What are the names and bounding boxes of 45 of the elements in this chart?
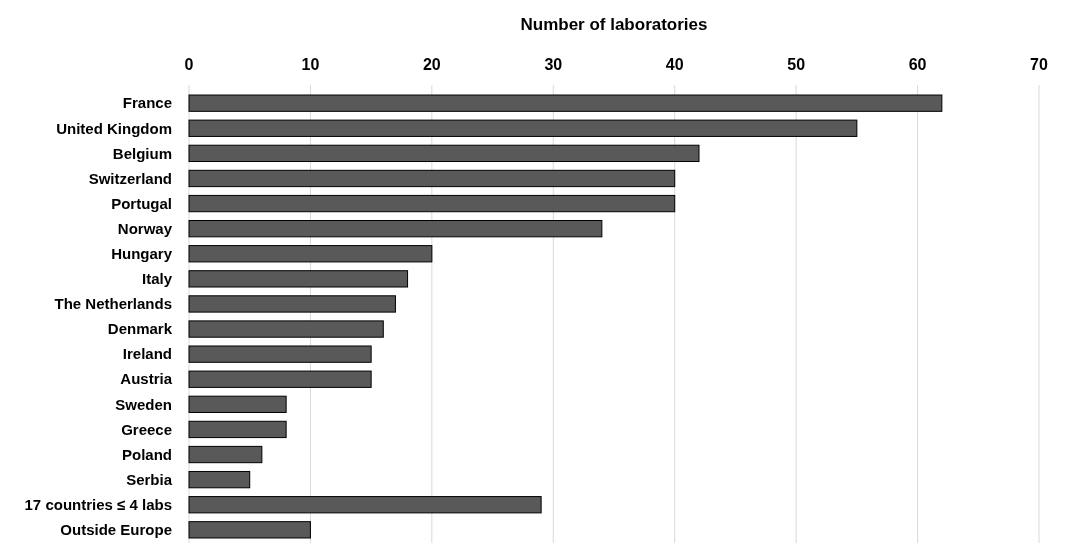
x-tick-label: 70 — [1030, 56, 1048, 73]
y-tick-label: Hungary — [111, 245, 173, 263]
bar — [188, 169, 676, 188]
y-tick-label: Serbia — [126, 470, 173, 488]
bar — [188, 370, 372, 388]
y-tick-label: Switzerland — [88, 169, 172, 187]
y-tick-label: Austria — [120, 370, 173, 388]
bar — [188, 220, 603, 238]
bar — [188, 194, 676, 213]
bar — [188, 521, 311, 539]
bar — [188, 144, 700, 163]
y-tick-label: Sweden — [115, 395, 172, 413]
x-tick-label: 10 — [301, 56, 320, 73]
bar — [188, 320, 384, 338]
bar — [188, 119, 858, 137]
bar — [188, 395, 287, 413]
y-tick-label: Portugal — [111, 194, 172, 212]
y-tick-label: Greece — [121, 420, 172, 438]
y-tick-label: United Kingdom — [56, 119, 172, 137]
y-tick-label: Poland — [121, 445, 172, 463]
bar — [188, 470, 251, 489]
x-tick-label: 40 — [665, 56, 684, 73]
y-tick-label: Denmark — [107, 320, 173, 338]
bar — [188, 94, 943, 112]
bar — [188, 345, 372, 363]
x-tick-label: 0 — [184, 56, 194, 73]
y-tick-label: 17 countries ≤ 4 labs — [24, 495, 172, 513]
x-tick-label: 50 — [787, 56, 806, 73]
x-tick-label: 20 — [422, 56, 441, 73]
bar — [188, 245, 433, 263]
x-tick-label: 30 — [544, 56, 563, 73]
bar — [188, 295, 396, 313]
bar — [188, 420, 287, 439]
y-tick-label: France — [122, 94, 172, 112]
y-tick-label: Ireland — [122, 345, 172, 363]
y-tick-label: Outside Europe — [60, 521, 172, 539]
y-tick-label: Italy — [141, 270, 173, 288]
x-axis-title: Number of laboratories — [520, 15, 708, 34]
x-tick-label: 60 — [908, 56, 927, 73]
y-tick-label: Norway — [117, 219, 173, 237]
bar — [188, 445, 263, 464]
bar — [188, 270, 409, 288]
y-tick-label: Belgium — [112, 144, 172, 162]
y-tick-label: The Netherlands — [54, 295, 172, 313]
bar — [188, 496, 542, 514]
